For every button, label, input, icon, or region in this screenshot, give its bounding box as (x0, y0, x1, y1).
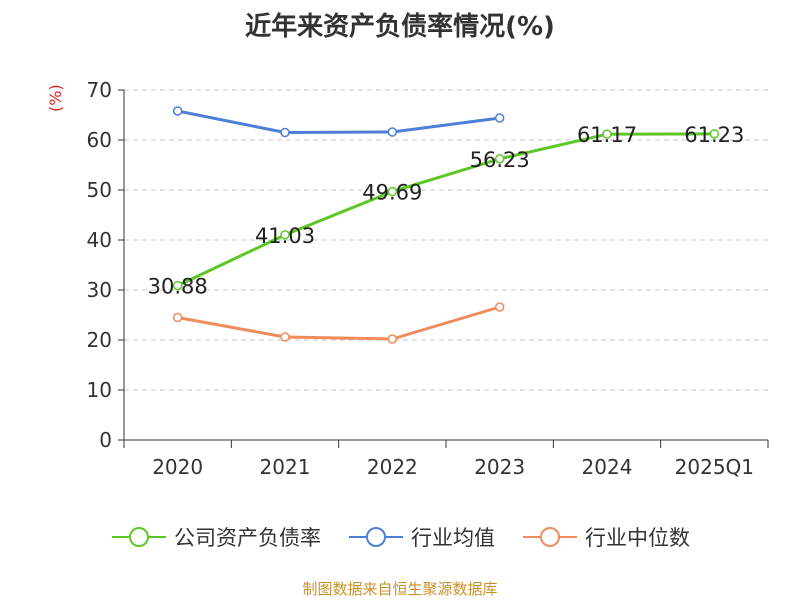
legend-swatch-company (112, 527, 166, 547)
legend-label-industry-mean: 行业均值 (411, 526, 495, 550)
legend-label-industry-median: 行业中位数 (585, 526, 690, 550)
x-tick-label: 2021 (260, 455, 311, 479)
series-2-point (280, 332, 290, 342)
series-2-point (172, 312, 183, 323)
series-0-point (602, 129, 612, 139)
data-label: 30.88 (148, 275, 208, 299)
data-label: 49.69 (362, 181, 422, 205)
y-tick-label: 60 (87, 128, 112, 152)
legend-label-company: 公司资产负债率 (174, 526, 321, 550)
series-2-point (387, 334, 398, 344)
legend-item-company[interactable]: 公司资产负债率 (110, 522, 321, 552)
series-1-point (387, 127, 398, 137)
series-0-point (280, 230, 290, 240)
series-line-0 (177, 132, 715, 287)
x-tick-label: 2020 (152, 455, 203, 479)
legend-swatch-industry-median (523, 527, 577, 547)
line-chart: 0 10 20 30 40 50 60 70 2020 2021 2022 2023 2024 2025Q… (87, 78, 769, 479)
legend-swatch-industry-mean (349, 527, 403, 547)
series-1-point (172, 106, 183, 116)
series-0-point (172, 280, 183, 291)
series-line-2 (177, 305, 501, 341)
series-1-point (280, 127, 290, 138)
data-label: 41.03 (255, 224, 315, 248)
legend-item-industry-mean[interactable]: 行业均值 (347, 522, 495, 552)
series-line-1 (177, 109, 500, 134)
y-tick-label: 30 (87, 278, 112, 302)
x-tick-label: 2024 (582, 455, 633, 479)
y-tick-label: 0 (99, 428, 112, 452)
series-1-point (494, 113, 505, 123)
legend-item-industry-median[interactable]: 行业中位数 (521, 522, 690, 552)
x-tick-label: 2023 (474, 455, 525, 479)
y-tick-label: 70 (87, 78, 112, 102)
y-tick-label: 50 (87, 178, 112, 202)
y-tick-label: 20 (87, 328, 112, 352)
data-label: 61.23 (684, 123, 744, 147)
series-0-point (709, 129, 720, 139)
chart-title: 近年来资产负债率情况(%) (245, 12, 555, 42)
legend: 公司资产负债率 行业均值 行业中位数 (0, 520, 800, 554)
y-tick-label: 40 (87, 228, 112, 252)
x-tick-label: 2022 (367, 455, 418, 479)
data-label: 61.17 (577, 123, 637, 147)
y-tick-label: 10 (87, 378, 112, 402)
series-2-point (494, 302, 505, 312)
x-tick-label: 2025Q1 (675, 455, 754, 479)
data-source-note: 制图数据来自恒生聚源数据库 (302, 580, 498, 598)
series-0-point (494, 154, 505, 164)
data-label: 56.23 (470, 148, 530, 172)
series-0-point (387, 186, 398, 197)
